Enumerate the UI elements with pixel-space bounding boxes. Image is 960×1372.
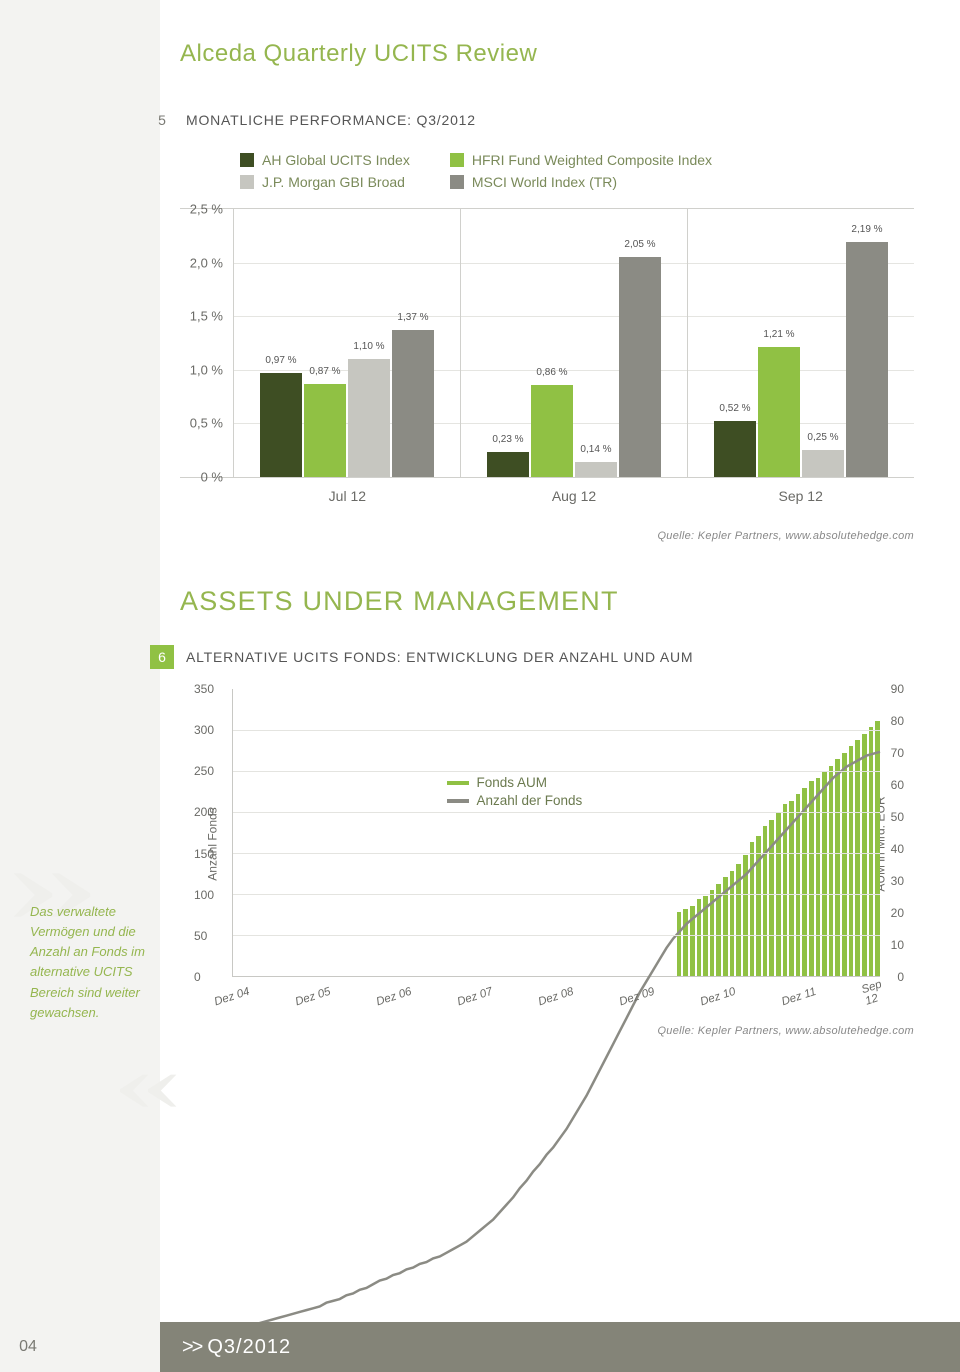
month-group: 0,97 %0,87 %1,10 %1,37 % (234, 209, 461, 477)
legend-item: Fonds AUM (447, 775, 583, 790)
footer-arrows-icon: >> (182, 1336, 201, 1359)
section-5-number: 5 (150, 108, 174, 132)
bar-label: 0,52 % (719, 403, 750, 414)
legend-swatch-icon (450, 153, 464, 167)
month-group: 0,52 %1,21 %0,25 %2,19 % (688, 209, 914, 477)
bar: 1,37 % (392, 330, 434, 477)
section-6-head: 6 ALTERNATIVE UCITS FONDS: ENTWICKLUNG D… (150, 645, 914, 669)
legend-label: J.P. Morgan GBI Broad (262, 174, 405, 190)
bar-label: 1,37 % (397, 312, 428, 323)
x-label: Sep 12 (687, 488, 914, 504)
bar-label: 0,25 % (807, 432, 838, 443)
bar-label: 0,23 % (492, 434, 523, 445)
assets-title: ASSETS UNDER MANAGEMENT (180, 586, 914, 617)
y-left-tick: 200 (194, 805, 214, 819)
legend-dash-icon (447, 781, 469, 785)
y-left-tick: 50 (194, 929, 207, 943)
y-left-tick: 150 (194, 847, 214, 861)
bar-label: 0,14 % (580, 444, 611, 455)
bar-label: 2,19 % (851, 224, 882, 235)
x-label: Aug 12 (461, 488, 688, 504)
y-left-tick: 100 (194, 888, 214, 902)
legend-item: HFRI Fund Weighted Composite Index (450, 152, 712, 168)
legend-swatch-icon (240, 175, 254, 189)
legend-item: Anzahl der Fonds (447, 793, 583, 808)
legend-item: AH Global UCITS Index (240, 152, 410, 168)
y-right-tick: 40 (891, 842, 904, 856)
footer-bar: >> Q3/2012 (160, 1322, 960, 1372)
bar-label: 2,05 % (624, 239, 655, 250)
legend-item: MSCI World Index (TR) (450, 174, 712, 190)
chart6-legend: Fonds AUM Anzahl der Fonds (447, 775, 583, 811)
bar: 0,86 % (531, 385, 573, 477)
y-right-tick: 90 (891, 682, 904, 696)
y-left-tick: 350 (194, 682, 214, 696)
legend-swatch-icon (450, 175, 464, 189)
legend-label: HFRI Fund Weighted Composite Index (472, 152, 712, 168)
x-label: Jul 12 (234, 488, 461, 504)
section-5-title: MONATLICHE PERFORMANCE: Q3/2012 (186, 112, 476, 128)
legend-label: Fonds AUM (477, 775, 548, 790)
chart5-legend: AH Global UCITS Index J.P. Morgan GBI Bro… (180, 152, 914, 190)
bar-label: 0,97 % (265, 355, 296, 366)
y-tick: 2,5 % (190, 202, 223, 217)
chart5: 2,5 %2,0 %1,5 %1,0 %0,5 %0 % 0,97 %0,87 … (180, 208, 914, 478)
y-right-tick: 30 (891, 874, 904, 888)
section-6-number: 6 (150, 645, 174, 669)
month-group: 0,23 %0,86 %0,14 %2,05 % (461, 209, 688, 477)
y-right-tick: 20 (891, 906, 904, 920)
page-title: Alceda Quarterly UCITS Review (180, 40, 914, 68)
bar-label: 0,87 % (309, 366, 340, 377)
bar: 0,52 % (714, 421, 756, 477)
y-tick: 0 % (201, 470, 223, 485)
legend-label: AH Global UCITS Index (262, 152, 410, 168)
page-number: 04 (0, 1322, 56, 1372)
quote-close-decor: « (112, 1040, 182, 1124)
y-right-tick: 70 (891, 746, 904, 760)
y-left-tick: 300 (194, 723, 214, 737)
y-right-tick: 10 (891, 938, 904, 952)
bar: 0,25 % (802, 450, 844, 477)
y-right-tick: 50 (891, 810, 904, 824)
bar: 0,23 % (487, 452, 529, 477)
chart5-x-labels: Jul 12Aug 12Sep 12 (234, 488, 914, 504)
bar: 1,21 % (758, 347, 800, 477)
section-5-head: 5 MONATLICHE PERFORMANCE: Q3/2012 (150, 108, 914, 132)
footer-period: Q3/2012 (207, 1336, 291, 1359)
chart6: Anzahl Fonds AUM in Mrd. EUR Fonds AUMAn… (180, 689, 914, 1037)
section-6-title: ALTERNATIVE UCITS FONDS: ENTWICKLUNG DER… (186, 649, 693, 665)
legend-label: Anzahl der Fonds (477, 793, 583, 808)
bar: 2,19 % (846, 242, 888, 477)
y-tick: 1,5 % (190, 309, 223, 324)
y-right-tick: 0 (897, 970, 904, 984)
chart5-source: Quelle: Kepler Partners, www.absolutehed… (180, 530, 914, 542)
bar: 0,97 % (260, 373, 302, 477)
y-left-tick: 0 (194, 970, 201, 984)
bar: 1,10 % (348, 359, 390, 477)
footer: 04 >> Q3/2012 (0, 1322, 960, 1372)
legend-dash-icon (447, 799, 469, 803)
y-right-tick: 80 (891, 714, 904, 728)
legend-swatch-icon (240, 153, 254, 167)
y-tick: 1,0 % (190, 362, 223, 377)
bar: 0,14 % (575, 462, 617, 477)
legend-item: J.P. Morgan GBI Broad (240, 174, 410, 190)
bar-label: 1,10 % (353, 341, 384, 352)
legend-label: MSCI World Index (TR) (472, 174, 617, 190)
bar: 0,87 % (304, 384, 346, 477)
bar-label: 1,21 % (763, 329, 794, 340)
y-left-tick: 250 (194, 764, 214, 778)
y-right-tick: 60 (891, 778, 904, 792)
y-tick: 2,0 % (190, 255, 223, 270)
y-tick: 0,5 % (190, 416, 223, 431)
bar: 2,05 % (619, 257, 661, 477)
bar-label: 0,86 % (536, 367, 567, 378)
